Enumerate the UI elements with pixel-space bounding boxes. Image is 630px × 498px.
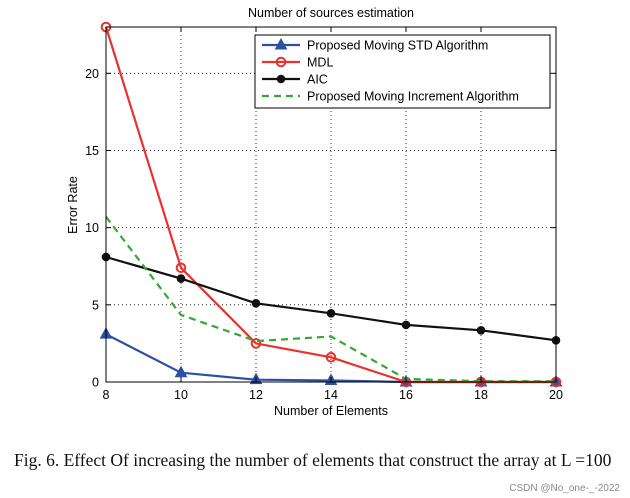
dot-marker bbox=[251, 298, 261, 308]
figure-caption: Fig. 6. Effect Of increasing the number … bbox=[14, 450, 612, 470]
x-tick-label: 12 bbox=[249, 388, 263, 402]
x-tick-label: 16 bbox=[399, 388, 413, 402]
circle-marker bbox=[250, 338, 262, 349]
x-tick-label: 18 bbox=[474, 388, 488, 402]
dot-marker bbox=[176, 274, 186, 283]
legend: Proposed Moving STD Algorithm MDL AIC Propo… bbox=[254, 34, 551, 109]
x-tick-label: 20 bbox=[549, 388, 563, 402]
y-tick-label: 15 bbox=[85, 144, 99, 158]
triangle-marker bbox=[174, 365, 188, 378]
circle-marker bbox=[275, 56, 287, 68]
y-tick-label: 10 bbox=[85, 221, 99, 235]
legend-label: Proposed Moving STD Algorithm bbox=[307, 39, 488, 53]
circle-marker bbox=[175, 262, 187, 274]
dot-marker bbox=[401, 320, 411, 330]
chart-title: Number of sources estimation bbox=[248, 6, 414, 20]
triangle-marker bbox=[274, 37, 288, 50]
watermark: CSDN @No_one-_-2022 bbox=[509, 483, 620, 494]
x-axis-label: Number of Elements bbox=[274, 404, 388, 418]
x-tick-label: 8 bbox=[103, 388, 110, 402]
legend-label: MDL bbox=[307, 56, 333, 70]
y-axis-label: Error Rate bbox=[66, 176, 80, 234]
legend-label: AIC bbox=[307, 73, 328, 87]
axis-ticks: 8 10 12 14 16 18 20 0 5 10 15 20 bbox=[85, 27, 563, 402]
line-chart: Number of sources estimation 8 10 12 14 16 18… bbox=[66, 6, 563, 418]
dot-marker bbox=[476, 325, 486, 335]
dot-marker bbox=[326, 309, 336, 318]
y-tick-label: 20 bbox=[85, 67, 99, 81]
legend-label: Proposed Moving Increment Algorithm bbox=[307, 90, 519, 104]
y-tick-label: 5 bbox=[92, 298, 99, 312]
dot-marker bbox=[276, 74, 286, 84]
series-line-4 bbox=[105, 216, 556, 383]
circle-marker bbox=[325, 352, 337, 363]
x-tick-label: 14 bbox=[324, 388, 338, 402]
legend-box bbox=[254, 34, 551, 109]
y-tick-label: 0 bbox=[92, 376, 99, 390]
x-tick-label: 10 bbox=[174, 388, 188, 402]
